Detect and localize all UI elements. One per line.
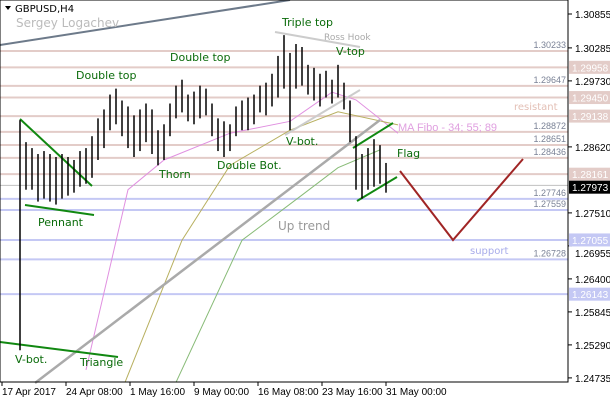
- label-up-trend: Up trend: [278, 219, 330, 233]
- flag-lower[interactable]: [356, 176, 398, 202]
- support-price-tag: [569, 233, 610, 247]
- ma-55-line: [124, 111, 399, 383]
- plot-border: [0, 0, 569, 383]
- label-ma-fibo: MA Fibo - 34; 55; 89: [398, 122, 497, 134]
- top-trendline[interactable]: [0, 0, 291, 46]
- resistance-price-tag: [569, 109, 610, 123]
- x-tick-label: 24 Apr 08:00: [66, 387, 123, 398]
- current-price-tag: [569, 180, 610, 194]
- support-price-tag-label: 1.27055: [572, 236, 609, 247]
- symbol-title: GBPUSD,H4: [15, 4, 74, 15]
- y-tick-label: 1.26400: [575, 275, 610, 286]
- current-price-label: 1.27973: [572, 183, 609, 194]
- y-tick-label: 1.29730: [575, 77, 610, 88]
- x-tick-label: 23 May 16:00: [322, 387, 383, 398]
- y-tick-label: 1.25290: [575, 341, 610, 352]
- resistance-price-tag: [569, 167, 610, 181]
- support-level-label: 1.26728: [533, 248, 566, 258]
- resistance-level-label: 1.28872: [533, 121, 566, 131]
- x-tick-label: 31 May 00:00: [386, 387, 447, 398]
- label-triple-top: Triple top: [281, 16, 333, 29]
- resistance-price-tag-label: 1.28161: [572, 170, 609, 181]
- resistance-level-label: 1.30233: [533, 40, 566, 50]
- y-tick-label: 1.27510: [575, 209, 610, 220]
- y-tick-label: 1.28620: [575, 143, 610, 154]
- support-price-tag: [569, 287, 610, 301]
- label-thorn: Thorn: [158, 168, 191, 181]
- up-trend-line[interactable]: [34, 119, 381, 384]
- label-support: support: [470, 246, 508, 257]
- y-tick-label: 1.30855: [575, 10, 610, 21]
- label-v-top: V-top: [336, 45, 365, 58]
- x-tick-label: 1 May 16:00: [130, 387, 185, 398]
- resistance-price-tag-label: 1.29958: [572, 63, 609, 74]
- resistance-level-label: 1.29647: [533, 75, 566, 85]
- x-tick-label: 9 May 00:00: [194, 387, 249, 398]
- label-v-bot-2: V-bot.: [15, 353, 47, 366]
- resistance-price-tag: [569, 91, 610, 105]
- label-triangle: Triangle: [79, 356, 123, 369]
- ross-hook-line[interactable]: [274, 31, 361, 48]
- v-bot-line[interactable]: [284, 89, 361, 136]
- resistance-price-tag-label: 1.29138: [572, 112, 609, 123]
- y-tick-label: 1.30285: [575, 44, 610, 55]
- resistance-level-label: 1.28436: [533, 147, 566, 157]
- ma-34-line: [85, 91, 399, 370]
- label-double-top-1: Double top: [76, 69, 137, 82]
- label-resistant: resistant: [514, 102, 558, 113]
- y-tick-label: 1.25845: [575, 308, 610, 319]
- support-level-label: 1.27559: [533, 199, 566, 209]
- dropdown-triangle-icon[interactable]: [5, 6, 11, 10]
- label-flag: Flag: [397, 147, 420, 160]
- support-level-label: 1.27746: [533, 188, 566, 198]
- x-tick-label: 16 May 08:00: [258, 387, 319, 398]
- pennant-lower[interactable]: [24, 204, 95, 216]
- y-tick-label: 1.24735: [575, 374, 610, 385]
- label-ross-hook: Ross Hook: [324, 33, 371, 43]
- forecast-line[interactable]: [399, 158, 524, 242]
- author-watermark: Sergey Logachev: [16, 16, 119, 30]
- x-tick-label: 17 Apr 2017: [2, 387, 56, 398]
- y-tick-label: 1.26955: [575, 249, 610, 260]
- ma-89-line: [175, 149, 381, 383]
- label-double-bot: Double Bot.: [217, 159, 282, 172]
- resistance-price-tag-label: 1.29450: [572, 94, 609, 105]
- label-double-top-2: Double top: [170, 51, 231, 64]
- label-v-bot-1: V-bot.: [286, 135, 318, 148]
- support-price-tag-label: 1.26143: [572, 290, 609, 301]
- flag-upper[interactable]: [352, 122, 394, 149]
- resistance-price-tag: [569, 60, 610, 74]
- resistance-level-label: 1.28651: [533, 134, 566, 144]
- label-pennant: Pennant: [38, 216, 84, 229]
